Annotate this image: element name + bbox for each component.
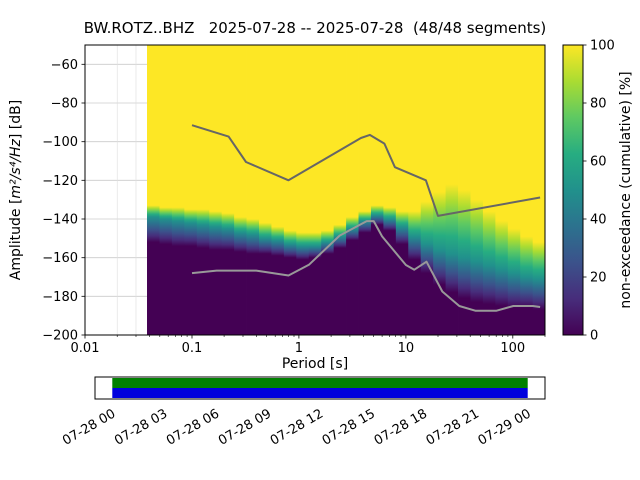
x-tick-label: 100 — [500, 341, 525, 356]
y-axis-label-text: Amplitude [m²/s⁴/Hz] [dB] — [8, 100, 24, 280]
time-tick-label: 07-28 09 — [216, 406, 274, 448]
y-tick-label: −140 — [42, 213, 78, 228]
x-tick-label: 10 — [398, 341, 415, 356]
y-axis-label: Amplitude [m²/s⁴/Hz] [dB] — [8, 100, 24, 280]
time-tick-label: 07-28 12 — [268, 406, 326, 448]
high-noise-model-line — [191, 124, 541, 217]
ppsd-column — [420, 45, 434, 335]
plot-frame — [84, 44, 546, 336]
ppsd-column — [196, 45, 210, 335]
ppsd-column — [283, 45, 297, 335]
ppsd-column — [346, 45, 359, 335]
colorbar-gradient — [563, 45, 583, 335]
ppsd-column — [395, 45, 409, 335]
x-tick-label: 1 — [295, 341, 303, 356]
time-tick-label: 07-28 15 — [320, 406, 378, 448]
plot-frame-group — [84, 44, 546, 336]
colorbar-tick-label: 40 — [590, 213, 607, 228]
time-tick-label: 07-28 06 — [164, 406, 222, 448]
colorbar-tick-label: 80 — [590, 97, 607, 112]
colorbar-tick-label: 0 — [590, 329, 598, 344]
ppsd-column — [507, 45, 521, 335]
time-tick-label: 07-29 00 — [476, 406, 534, 448]
chart-title: BW.ROTZ..BHZ 2025-07-28 -- 2025-07-28 (4… — [84, 19, 547, 37]
ppsd-column — [482, 45, 496, 335]
ppsd-column — [445, 45, 459, 335]
colorbar-tick-label: 20 — [590, 271, 607, 286]
y-tick-label: −60 — [51, 58, 78, 73]
y-tick-label: −200 — [42, 329, 78, 344]
ppsd-column — [532, 45, 545, 335]
ppsd-column — [221, 45, 235, 335]
ppsd-column — [234, 45, 247, 335]
ppsd-column — [321, 45, 335, 335]
colorbar-label: non-exceedance (cumulative) [%] — [618, 71, 634, 308]
colorbar: 0 20 40 60 80 100 — [562, 39, 615, 344]
y-tick-label: −100 — [42, 135, 78, 150]
ppsd-column — [383, 45, 397, 335]
coverage-segments-bar — [112, 378, 528, 388]
y-tick-label: −180 — [42, 290, 78, 305]
ppsd-column — [470, 45, 484, 335]
y-tick-label: −80 — [51, 97, 78, 112]
time-tick-label: 07-28 00 — [60, 406, 118, 448]
ppsd-column — [246, 45, 260, 335]
ppsd-column — [308, 45, 322, 335]
colorbar-frame — [562, 44, 584, 336]
ppsd-column — [184, 45, 198, 335]
ppsd-column — [520, 45, 534, 335]
ppsd-column — [433, 45, 446, 335]
colorbar-tick-label: 60 — [590, 155, 607, 170]
ppsd-column — [171, 45, 185, 335]
x-tick-label: 0.01 — [71, 341, 100, 356]
ppsd-column — [296, 45, 310, 335]
ppsd-column — [271, 45, 285, 335]
ppsd-column — [458, 45, 471, 335]
coverage-data-bar — [112, 388, 528, 398]
y-axis-ticks: −60 −80 −100 −120 −140 −160 −180 −200 — [42, 58, 85, 344]
time-tick-label: 07-28 21 — [424, 406, 482, 448]
y-tick-label: −120 — [42, 174, 78, 189]
ppsd-column — [358, 45, 372, 335]
y-tick-label: −160 — [42, 251, 78, 266]
ppsd-column — [333, 45, 347, 335]
time-tick-label: 07-28 03 — [112, 406, 170, 448]
ppsd-column — [370, 45, 384, 335]
x-axis-label: Period [s] — [282, 356, 348, 372]
time-tick-label: 07-28 18 — [372, 406, 430, 448]
low-noise-model-line — [191, 220, 541, 312]
ppsd-column — [408, 45, 422, 335]
x-axis-ticks: 0.01 0.1 1 10 100 — [71, 335, 546, 356]
ppsd-column — [495, 45, 509, 335]
ppsd-column — [209, 45, 223, 335]
x-tick-label: 0.1 — [182, 341, 203, 356]
ppsd-column — [147, 45, 160, 335]
noise-model-lines — [191, 124, 541, 312]
colorbar-tick-label: 100 — [590, 39, 615, 54]
ppsd-histogram — [147, 45, 545, 335]
ppsd-column — [159, 45, 173, 335]
ppsd-column — [258, 45, 272, 335]
